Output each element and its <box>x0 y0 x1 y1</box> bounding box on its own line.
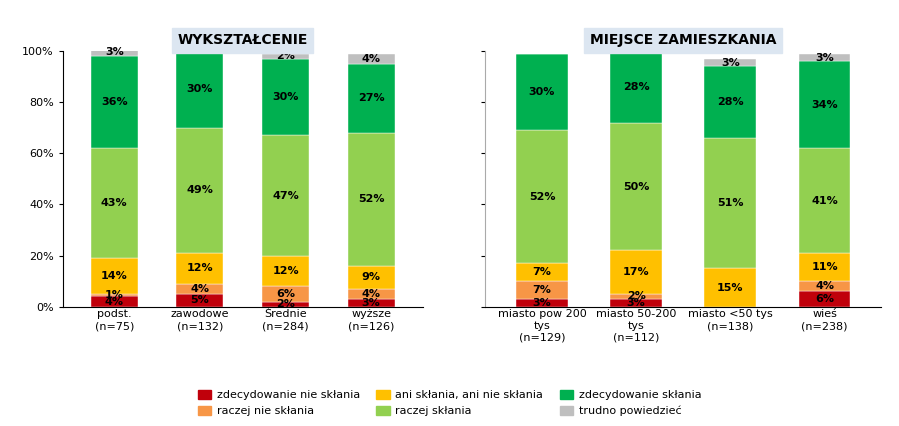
Text: 3%: 3% <box>627 298 645 308</box>
Text: 7%: 7% <box>532 267 551 277</box>
Bar <box>91 258 138 294</box>
Bar <box>176 128 224 253</box>
Bar <box>798 281 850 291</box>
Bar <box>610 123 662 250</box>
Text: 3%: 3% <box>532 298 551 308</box>
Bar <box>91 296 138 307</box>
Bar <box>798 291 850 307</box>
Text: 3%: 3% <box>105 47 124 58</box>
Text: 50%: 50% <box>623 181 649 192</box>
Bar <box>348 133 395 266</box>
Bar <box>516 54 568 130</box>
Text: 6%: 6% <box>815 294 834 304</box>
Bar <box>262 135 309 256</box>
Text: 3%: 3% <box>815 52 834 63</box>
Bar <box>262 256 309 286</box>
Text: 6%: 6% <box>276 289 295 299</box>
Bar <box>176 253 224 284</box>
Bar <box>798 148 850 253</box>
Text: 52%: 52% <box>358 194 385 204</box>
Text: 43%: 43% <box>101 198 128 208</box>
Text: 49%: 49% <box>186 185 213 196</box>
Bar <box>610 299 662 307</box>
Bar <box>610 294 662 299</box>
Bar <box>176 51 224 128</box>
Text: 9%: 9% <box>361 272 380 282</box>
Text: 4%: 4% <box>105 296 124 307</box>
Text: 4%: 4% <box>361 54 380 64</box>
Text: 3%: 3% <box>721 58 740 68</box>
Bar <box>348 289 395 299</box>
Bar <box>516 281 568 299</box>
Text: 7%: 7% <box>532 285 551 295</box>
Bar <box>91 148 138 258</box>
Text: 30%: 30% <box>187 84 213 95</box>
Text: 28%: 28% <box>623 82 649 92</box>
Bar <box>176 284 224 294</box>
Bar <box>91 49 138 56</box>
Text: 41%: 41% <box>811 196 838 206</box>
Text: 4%: 4% <box>815 281 834 291</box>
Bar <box>348 299 395 307</box>
Text: 4%: 4% <box>361 289 380 299</box>
Text: 51%: 51% <box>717 198 743 208</box>
Bar <box>91 56 138 148</box>
Bar <box>798 61 850 148</box>
Bar <box>176 294 224 307</box>
Bar <box>348 64 395 133</box>
Text: 2%: 2% <box>276 299 295 309</box>
Text: 4%: 4% <box>191 284 209 294</box>
Bar <box>516 130 568 263</box>
Text: 14%: 14% <box>101 271 128 281</box>
Bar <box>798 54 850 61</box>
Text: 2%: 2% <box>276 51 295 61</box>
Text: 34%: 34% <box>811 100 838 110</box>
Bar <box>610 250 662 294</box>
Text: 3%: 3% <box>361 298 380 308</box>
Bar <box>516 299 568 307</box>
Text: 2%: 2% <box>627 291 645 302</box>
Bar <box>91 294 138 296</box>
Bar <box>262 302 309 307</box>
Text: 47%: 47% <box>272 190 298 201</box>
Title: MIEJSCE ZAMIESZKANIA: MIEJSCE ZAMIESZKANIA <box>590 33 777 47</box>
Title: WYKSZTAŁCENIE: WYKSZTAŁCENIE <box>177 33 308 47</box>
Bar <box>705 138 756 268</box>
Text: 15%: 15% <box>717 282 743 293</box>
Legend: zdecydowanie nie skłania, raczej nie skłania, ani skłania, ani nie skłania, racz: zdecydowanie nie skłania, raczej nie skł… <box>193 385 706 420</box>
Bar <box>516 263 568 281</box>
Bar <box>798 253 850 281</box>
Text: 36%: 36% <box>101 97 128 107</box>
Bar <box>705 268 756 307</box>
Text: 11%: 11% <box>811 262 838 272</box>
Text: 27%: 27% <box>358 93 385 104</box>
Bar <box>705 66 756 138</box>
Text: 5%: 5% <box>191 295 209 305</box>
Text: 12%: 12% <box>187 263 213 273</box>
Text: 30%: 30% <box>529 87 556 97</box>
Text: 28%: 28% <box>717 97 743 107</box>
Text: 17%: 17% <box>623 267 649 277</box>
Bar <box>610 51 662 123</box>
Text: 12%: 12% <box>272 266 298 276</box>
Bar <box>705 59 756 66</box>
Bar <box>262 54 309 59</box>
Bar <box>262 286 309 302</box>
Text: 52%: 52% <box>529 192 556 202</box>
Text: 1%: 1% <box>105 290 124 300</box>
Bar <box>348 54 395 64</box>
Bar <box>348 266 395 289</box>
Bar <box>262 59 309 135</box>
Text: 30%: 30% <box>272 92 298 102</box>
